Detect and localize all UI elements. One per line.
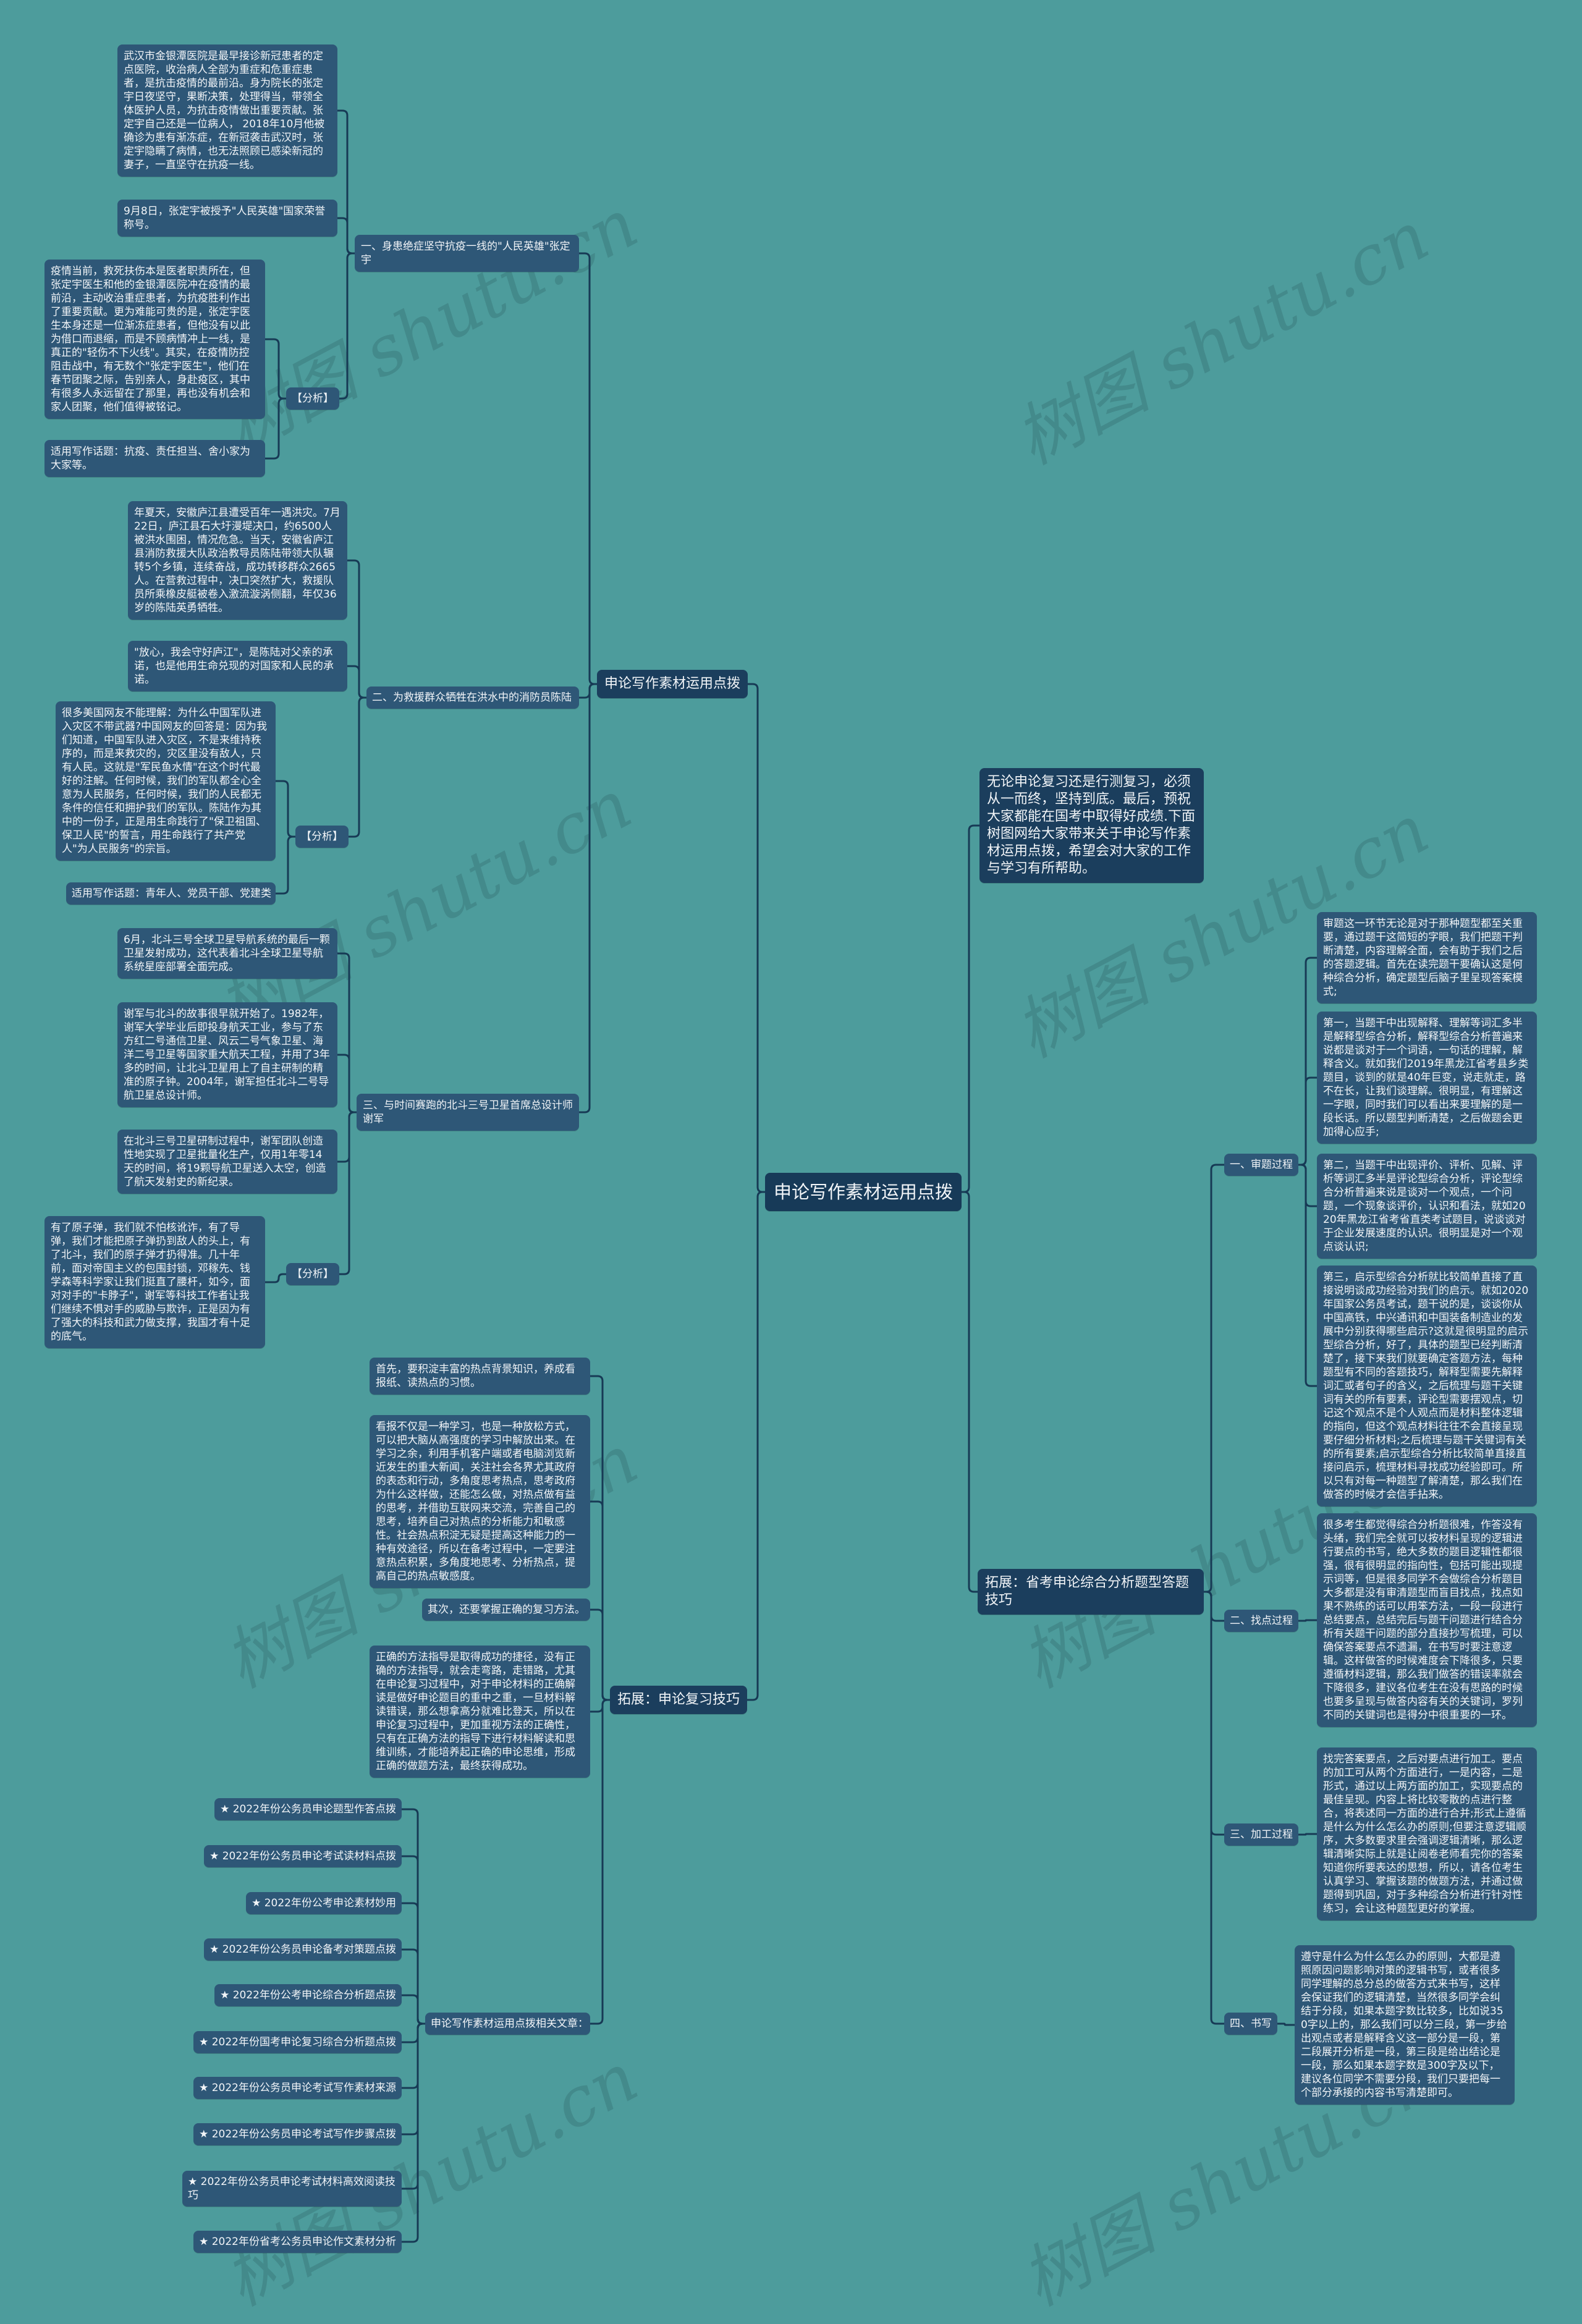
connector	[1298, 1164, 1317, 1207]
connector	[337, 109, 355, 255]
connector	[590, 1608, 610, 1701]
root-topic[interactable]: 申论写作素材运用点拨	[765, 1173, 962, 1211]
step-2-text: 很多考生都觉得综合分析题很难，作答没有头绪，我们完全就可以按材料呈现的逻辑进行要…	[1317, 1513, 1537, 1727]
connector	[747, 1191, 765, 1701]
branch-review-tips[interactable]: 拓展：申论复习技巧	[610, 1686, 747, 1714]
connector	[590, 1375, 610, 1701]
step-1-text: 审题这一环节无论是对于那种题型都至关重要，通过题干这简短的字眼，我们把题干判断清…	[1317, 912, 1537, 1004]
material-section-1[interactable]: 一、身患绝症坚守抗疫一线的"人民英雄"张定宇	[355, 235, 579, 272]
article-link[interactable]: ★ 2022年份公务员申论备考对策题点拨	[204, 1938, 402, 1961]
step-review-question[interactable]: 一、审题过程	[1224, 1154, 1298, 1176]
connector	[1204, 1591, 1224, 1836]
step-3-text: 找完答案要点，之后对要点进行加工。要点的加工可从两个方面进行，一是内容，二是形式…	[1317, 1747, 1537, 1920]
connector	[579, 252, 597, 685]
connector	[962, 824, 979, 1193]
article-link[interactable]: ★ 2022年份公务员申论考试材料高效阅读技巧	[182, 2171, 402, 2207]
article-link[interactable]: ★ 2022年份公务员申论题型作答点拨	[214, 1798, 402, 1820]
review-item: 首先，要积淀丰富的热点背景知识，养成看报纸、读热点的习惯。	[370, 1358, 590, 1395]
article-link[interactable]: ★ 2022年份公务员申论考试写作步骤点拨	[193, 2123, 402, 2145]
article-link[interactable]: ★ 2022年份公务员申论考试写作素材来源	[193, 2077, 402, 2099]
connector	[276, 835, 295, 895]
material-section-2[interactable]: 二、为救援群众牺牲在洪水中的消防员陈陆	[366, 687, 579, 709]
section-2-item: 年夏天，安徽庐江县遭受百年一遇洪灾。7月22日，庐江县石大圩漫堤决口，约6500…	[128, 501, 347, 620]
section-1-item: 9月8日，张定宇被授予"人民英雄"国家荣誉称号。	[117, 200, 337, 237]
connector	[590, 1699, 610, 1713]
connector	[1298, 1619, 1317, 1622]
section-1-analysis-tag[interactable]: 【分析】	[286, 387, 339, 410]
section-1-item: 武汉市金银潭医院是最早接诊新冠患者的定点医院，收治病人全部为重症和危重症患者，是…	[117, 44, 337, 177]
connector	[1298, 1076, 1317, 1166]
section-2-topic: 适用写作话题：青年人、党员干部、党建类	[66, 882, 276, 905]
connector	[276, 780, 295, 838]
step-process[interactable]: 三、加工过程	[1224, 1823, 1298, 1846]
connector	[402, 2022, 425, 2243]
connector	[402, 2022, 425, 2136]
step-1-text: 第一，当题干中出现解释、理解等词汇多半是解释型综合分析，解释型综合分析普遍来说都…	[1317, 1012, 1537, 1144]
article-link[interactable]: ★ 2022年份国考申论复习综合分析题点拨	[193, 2031, 402, 2053]
connector	[265, 397, 286, 460]
section-3-analysis-text: 有了原子弹，我们就不怕核讹诈，有了导弹，我们才能把原子弹扔到敌人的头上，有了北斗…	[44, 1216, 265, 1348]
section-3-item: 6月，北斗三号全球卫星导航系统的最后一颗卫星发射成功，这代表着北斗全球卫星导航系…	[117, 928, 337, 979]
connector	[1298, 1164, 1317, 1387]
article-link[interactable]: ★ 2022年份省考公务员申论作文素材分析	[193, 2231, 402, 2253]
connector	[402, 1855, 425, 2025]
connector	[402, 2022, 425, 2089]
section-1-analysis-text: 疫情当前，救死扶伤本是医者职责所在，但张定宇医生和他的金银潭医院冲在疫情的最前沿…	[44, 260, 265, 419]
related-articles-heading[interactable]: 申论写作素材运用点拨相关文章：	[425, 2013, 590, 2035]
connector	[339, 252, 355, 400]
connector	[347, 559, 366, 699]
connector	[337, 1054, 357, 1113]
connector	[402, 1808, 425, 2025]
connector	[402, 2022, 425, 2190]
step-find-points[interactable]: 二、找点过程	[1224, 1610, 1298, 1632]
connector	[337, 1111, 357, 1163]
connector	[1298, 1833, 1317, 1836]
connector	[590, 1699, 610, 2025]
section-3-item: 在北斗三号卫星研制过程中，谢军团队创造性地实现了卫星批量化生产，仅用1年零14天…	[117, 1130, 337, 1194]
section-1-topic: 适用写作话题：抗疫、责任担当、舍小家为大家等。	[44, 440, 265, 477]
connector	[1204, 1591, 1224, 1622]
branch-expand-analysis[interactable]: 拓展：省考申论综合分析题型答题技巧	[978, 1569, 1204, 1615]
connector	[337, 217, 355, 255]
branch-material[interactable]: 申论写作素材运用点拨	[597, 670, 748, 698]
intro-node[interactable]: 无论申论复习还是行测复习，必须从一而终，坚持到底。最后，预祝大家都能在国考中取得…	[979, 768, 1204, 883]
connector	[590, 1500, 610, 1701]
step-1-text: 第二，当题干中出现评价、评析、见解、评析等词汇多半是评论型综合分析，评论型综合分…	[1317, 1154, 1537, 1259]
article-link[interactable]: ★ 2022年份公务员申论考试读材料点拨	[204, 1845, 402, 1867]
connector	[339, 1111, 357, 1275]
connector	[347, 665, 366, 699]
connector	[337, 952, 357, 1113]
section-3-item: 谢军与北斗的故事很早就开始了。1982年，谢军大学毕业后即投身航天工业，参与了东…	[117, 1002, 337, 1107]
connector	[265, 1273, 286, 1283]
review-item: 其次，还要掌握正确的复习方法。	[422, 1599, 590, 1621]
article-link[interactable]: ★ 2022年份公考申论素材妙用	[246, 1892, 402, 1914]
step-1-text: 第三，启示型综合分析就比较简单直接了直接说明谈成功经验对我们的启示。就如2020…	[1317, 1266, 1537, 1506]
review-item: 看报不仅是一种学习，也是一种放松方式，可以把大脑从高强度的学习中解放出来。在学习…	[370, 1415, 590, 1588]
connector	[402, 1948, 425, 2025]
step-4-text: 遵守是什么为什么怎么办的原则，大都是遵照原因问题影响对策的逻辑书写，或者很多同学…	[1295, 1945, 1515, 2105]
step-writing[interactable]: 四、书写	[1224, 2013, 1277, 2035]
article-link[interactable]: ★ 2022年份公考申论综合分析题点拨	[214, 1984, 402, 2006]
connector	[579, 683, 597, 1113]
section-2-analysis-text: 很多美国网友不能理解：为什么中国军队进入灾区不带武器?中国网友的回答是：因为我们…	[56, 701, 276, 861]
review-item: 正确的方法指导是取得成功的捷径，没有正确的方法指导，就会走弯路，走错路，尤其在申…	[370, 1646, 590, 1778]
watermark: 树图 shutu.cn	[1002, 196, 1441, 480]
connector	[748, 683, 765, 1193]
connector	[1204, 1591, 1224, 2025]
material-section-3[interactable]: 三、与时间赛跑的北斗三号卫星首席总设计师谢军	[357, 1094, 579, 1131]
section-3-analysis-tag[interactable]: 【分析】	[286, 1263, 339, 1285]
connector	[402, 1902, 425, 2025]
connector	[1298, 957, 1317, 1166]
connector	[349, 696, 366, 838]
section-2-analysis-tag[interactable]: 【分析】	[295, 826, 349, 848]
connector	[265, 338, 286, 400]
connector	[579, 683, 597, 699]
connector	[402, 1994, 425, 2025]
section-2-item: "放心，我会守好庐江"，是陈陆对父亲的承诺，也是他用生命兑现的对国家和人民的承诺…	[128, 641, 347, 691]
connector	[1277, 2022, 1295, 2026]
connector	[402, 2022, 425, 2043]
connector	[1204, 1164, 1224, 1593]
connector	[962, 1191, 978, 1593]
